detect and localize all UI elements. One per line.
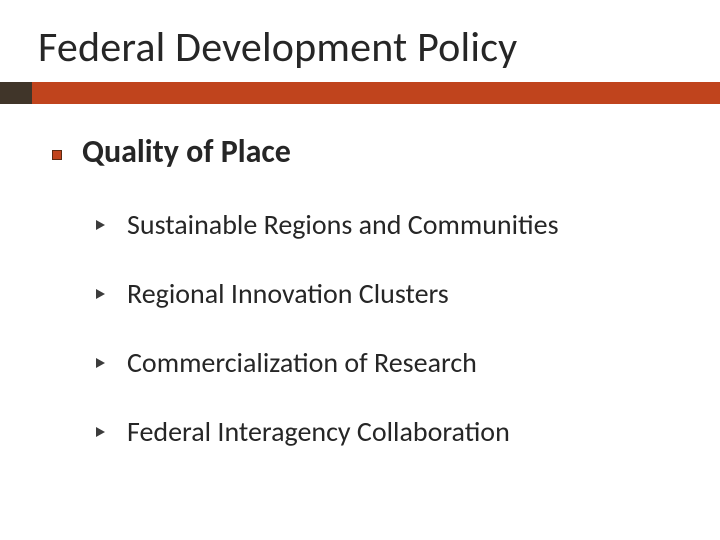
accent-band-orange — [32, 82, 720, 104]
triangle-bullet-icon — [96, 289, 105, 299]
level2-text: Commercialization of Research — [127, 345, 477, 380]
accent-band — [0, 82, 720, 104]
slide: Federal Development Policy Quality of Pl… — [0, 0, 720, 540]
accent-band-dark — [0, 82, 32, 104]
level2-list: Sustainable Regions and Communities Regi… — [96, 207, 680, 449]
level2-text: Regional Innovation Clusters — [127, 276, 449, 311]
square-bullet-icon — [52, 150, 62, 160]
content-area: Quality of Place Sustainable Regions and… — [52, 132, 680, 483]
list-item: Sustainable Regions and Communities — [96, 207, 680, 242]
triangle-bullet-icon — [96, 358, 105, 368]
slide-title: Federal Development Policy — [38, 22, 517, 73]
level2-text: Federal Interagency Collaboration — [127, 414, 510, 449]
list-item: Regional Innovation Clusters — [96, 276, 680, 311]
triangle-bullet-icon — [96, 427, 105, 437]
level1-text: Quality of Place — [82, 132, 291, 171]
level1-item: Quality of Place — [52, 132, 680, 171]
list-item: Federal Interagency Collaboration — [96, 414, 680, 449]
triangle-bullet-icon — [96, 220, 105, 230]
list-item: Commercialization of Research — [96, 345, 680, 380]
level2-text: Sustainable Regions and Communities — [127, 207, 559, 242]
